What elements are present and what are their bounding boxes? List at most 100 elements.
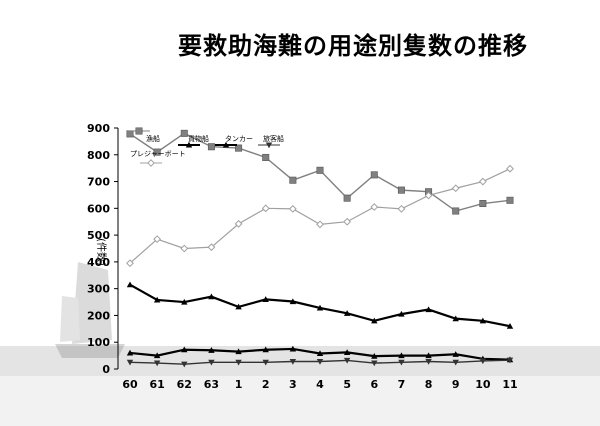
x-tick-label: 5 (343, 378, 351, 391)
data-point (506, 196, 514, 204)
data-point (235, 348, 242, 355)
data-point (424, 191, 433, 200)
data-point (316, 358, 324, 365)
data-point (235, 303, 242, 310)
data-point (479, 200, 487, 208)
data-point (398, 359, 405, 366)
slide-title: 要救助海難の用途別隻数の推移 (178, 32, 528, 60)
y-tick-label: 0 (102, 363, 110, 376)
data-point (452, 351, 459, 357)
y-tick-label: 400 (87, 256, 110, 269)
x-tick-label: 60 (122, 378, 138, 391)
y-tick-label: 500 (87, 229, 110, 242)
x-tick-label: 61 (149, 378, 164, 391)
data-point (126, 359, 134, 366)
data-point (235, 144, 243, 152)
data-point (153, 296, 161, 303)
data-point (207, 243, 216, 252)
data-point (452, 359, 459, 366)
data-point (262, 346, 269, 353)
data-point (153, 235, 162, 244)
data-point (147, 159, 155, 167)
legend-label: プレジャーボート (130, 150, 186, 158)
data-point (126, 281, 134, 288)
data-point (425, 352, 432, 359)
data-point (397, 204, 406, 213)
data-point (208, 359, 215, 366)
data-point (265, 142, 273, 149)
data-point (289, 298, 297, 305)
data-point (397, 186, 405, 194)
data-point (371, 317, 378, 324)
data-point (289, 176, 297, 184)
data-point (208, 293, 215, 300)
x-tick-label: 2 (262, 378, 270, 391)
data-point (153, 360, 161, 367)
x-tick-label: 8 (425, 378, 433, 391)
data-point (479, 317, 487, 324)
data-point (506, 322, 514, 329)
data-point (135, 127, 143, 135)
y-tick-label: 200 (87, 309, 110, 322)
data-point (180, 244, 189, 253)
data-point (289, 345, 297, 352)
data-point (181, 361, 188, 368)
water-band-lower (0, 376, 600, 426)
legend-label: 旅客船 (263, 134, 284, 143)
data-point (371, 360, 378, 367)
data-point (126, 349, 134, 356)
data-point (479, 358, 487, 365)
legend-label: 漁船 (146, 134, 160, 143)
data-point (316, 350, 324, 357)
data-point (262, 359, 269, 366)
series-1 (126, 164, 514, 268)
data-point (289, 358, 297, 365)
data-point (126, 259, 134, 268)
data-point (185, 141, 193, 148)
data-point (506, 357, 514, 364)
y-tick-label: 900 (87, 122, 110, 135)
y-tick-label: 800 (87, 149, 110, 162)
data-point (153, 148, 161, 156)
x-tick-label: 62 (177, 378, 192, 391)
data-point (425, 306, 432, 313)
data-point (343, 194, 351, 202)
data-point (343, 357, 351, 364)
data-point (398, 310, 405, 317)
data-point (208, 347, 215, 353)
x-tick-label: 11 (502, 378, 517, 391)
x-tick-label: 6 (370, 378, 378, 391)
data-point (262, 296, 269, 302)
data-point (234, 219, 243, 228)
data-point (506, 164, 514, 173)
data-point (180, 129, 188, 137)
y-tick-label: 300 (87, 283, 110, 296)
data-point (451, 184, 460, 193)
series-2 (126, 281, 514, 329)
x-tick-label: 7 (398, 378, 406, 391)
data-point (235, 359, 242, 366)
data-point (316, 304, 324, 311)
x-tick-label: 1 (235, 378, 243, 391)
series-4 (126, 357, 514, 368)
data-point (288, 204, 297, 213)
data-point (153, 352, 161, 359)
data-point (371, 352, 378, 359)
data-point (316, 220, 324, 229)
series-0 (126, 129, 514, 215)
data-point (222, 141, 230, 148)
y-tick-label: 100 (87, 336, 110, 349)
data-point (261, 204, 270, 213)
data-point (126, 130, 134, 138)
data-point (207, 143, 215, 151)
junk-boat-illustration (55, 262, 125, 358)
data-point (478, 177, 487, 186)
legend-label: タンカー (225, 134, 253, 143)
y-axis-label: (件数) (95, 238, 108, 266)
y-tick-label: 700 (87, 176, 110, 189)
x-tick-label: 9 (452, 378, 460, 391)
data-point (398, 352, 405, 359)
x-tick-label: 63 (204, 378, 219, 391)
